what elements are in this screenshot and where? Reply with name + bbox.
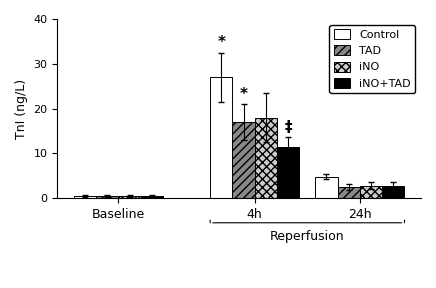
Legend: Control, TAD, iNO, iNO+TAD: Control, TAD, iNO, iNO+TAD — [329, 24, 416, 93]
Bar — [96, 196, 119, 198]
Bar — [74, 196, 96, 198]
Bar — [360, 185, 382, 198]
Bar — [141, 196, 163, 198]
Text: *: * — [217, 35, 225, 50]
Bar — [210, 77, 232, 198]
Bar — [382, 185, 405, 198]
Bar — [337, 187, 360, 198]
Bar — [255, 118, 277, 198]
Bar — [119, 196, 141, 198]
Bar — [315, 177, 337, 198]
Text: *: * — [239, 87, 248, 102]
Text: ‡: ‡ — [284, 120, 292, 134]
Bar — [277, 147, 299, 198]
Bar — [232, 122, 255, 198]
Y-axis label: TnI (ng/L): TnI (ng/L) — [15, 79, 28, 139]
Text: Reperfusion: Reperfusion — [270, 230, 344, 242]
